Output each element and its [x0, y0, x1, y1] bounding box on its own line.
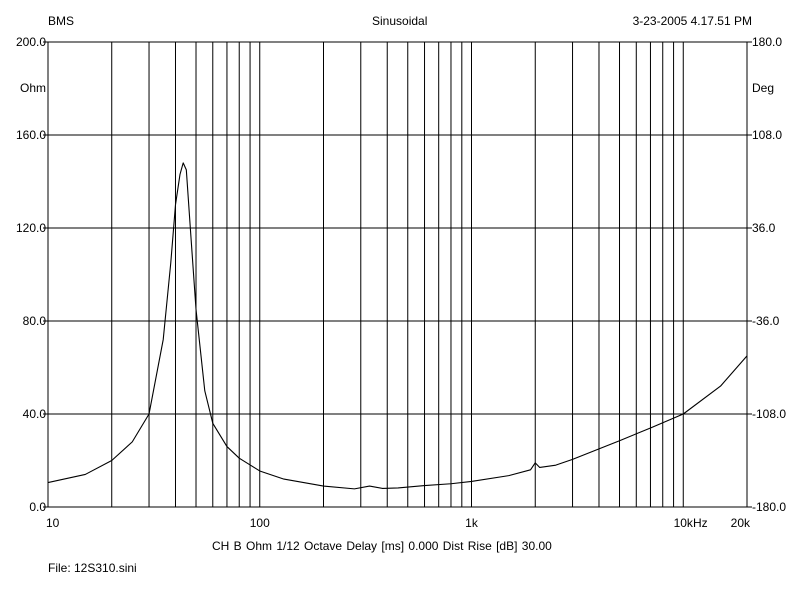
- y2-tick-label: 180.0: [752, 35, 782, 49]
- x-axis-unit: Hz: [693, 516, 708, 530]
- y-tick-label: 120.0: [16, 221, 46, 235]
- x-tick-label: 20k: [731, 516, 751, 530]
- y2-tick-label: -180.0: [752, 500, 786, 514]
- y-axis-unit: Ohm: [20, 81, 46, 95]
- y2-tick-label: -36.0: [752, 314, 780, 328]
- x-tick-label: 100: [250, 516, 270, 530]
- y-tick-label: 160.0: [16, 128, 46, 142]
- y2-tick-label: -108.0: [752, 407, 786, 421]
- file-name: File: 12S310.sini: [48, 561, 137, 575]
- x-tick-label: 10k: [674, 516, 694, 530]
- measurement-settings: CH B Ohm 1/12 Octave Delay [ms] 0.000 Di…: [212, 539, 552, 553]
- y2-tick-label: 36.0: [752, 221, 776, 235]
- x-tick-label: 1k: [465, 516, 479, 530]
- x-tick-label: 10: [46, 516, 60, 530]
- y2-tick-label: 108.0: [752, 128, 782, 142]
- y-tick-label: 40.0: [23, 407, 47, 421]
- y-tick-label: 200.0: [16, 35, 46, 49]
- plot-frame: [47, 41, 748, 508]
- header-right: 3-23-2005 4.17.51 PM: [632, 14, 752, 28]
- impedance-curve: [47, 162, 748, 490]
- y2-axis-unit: Deg: [752, 81, 774, 95]
- y-tick-label: 80.0: [23, 314, 47, 328]
- header-left: BMS: [48, 14, 75, 28]
- y-tick-label: 0.0: [29, 500, 46, 514]
- header-center: Sinusoidal: [372, 14, 428, 28]
